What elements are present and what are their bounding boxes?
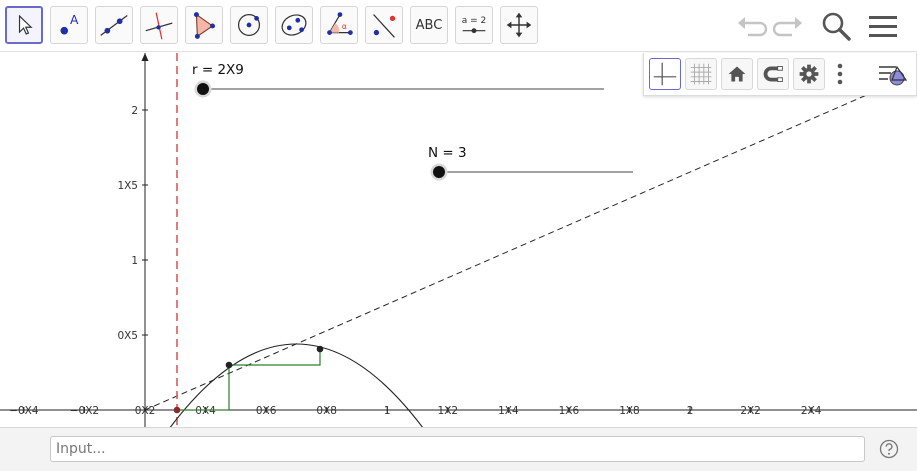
identity-line[interactable] bbox=[144, 72, 917, 411]
menu-icon bbox=[869, 16, 897, 37]
move-graphics-tool-button[interactable] bbox=[500, 6, 538, 44]
point-icon: A bbox=[60, 13, 79, 35]
x-tick-label: 1X2 bbox=[438, 405, 459, 417]
slider-n-handle[interactable] bbox=[433, 166, 445, 178]
x-tick-label: −0X2 bbox=[70, 405, 99, 417]
ellipse-tool-button[interactable] bbox=[275, 6, 313, 44]
angle-tool-label: α bbox=[342, 22, 347, 31]
point-p1[interactable] bbox=[225, 361, 233, 369]
cobweb-path[interactable] bbox=[177, 349, 321, 411]
y-axis-ticks: 0X511X522X5 bbox=[117, 105, 148, 342]
x-tick-label: −0X4 bbox=[9, 405, 39, 417]
undo-icon bbox=[738, 17, 768, 37]
toggle-style-bar-icon bbox=[879, 65, 908, 86]
toggle-grid-button[interactable] bbox=[685, 58, 717, 90]
undo-button[interactable] bbox=[734, 8, 770, 44]
gear-icon bbox=[799, 64, 819, 84]
circle-icon bbox=[237, 13, 261, 37]
text-tool-label: ABC bbox=[415, 17, 443, 33]
help-button[interactable] bbox=[879, 439, 899, 459]
slider-tool-label: a = 2 bbox=[462, 16, 487, 26]
point-capturing-button[interactable] bbox=[757, 58, 789, 90]
point-tool-label: A bbox=[70, 13, 79, 27]
more-icon bbox=[837, 63, 843, 85]
circle-tool-button[interactable] bbox=[230, 6, 268, 44]
magnet-icon bbox=[763, 66, 783, 82]
home-icon bbox=[728, 66, 746, 82]
angle-icon: α bbox=[327, 12, 353, 35]
redo-button[interactable] bbox=[770, 8, 806, 44]
x-tick-label: 0X8 bbox=[316, 405, 337, 417]
x-tick-label: 0X4 bbox=[195, 405, 216, 417]
slider-r-label: r = 2X9 bbox=[192, 62, 244, 78]
y-tick-label: 0X5 bbox=[117, 330, 138, 342]
point-start[interactable] bbox=[173, 406, 181, 414]
redo-icon bbox=[772, 17, 802, 37]
x-tick-label: 1X8 bbox=[619, 405, 640, 417]
y-tick-label: 2 bbox=[131, 105, 138, 117]
reflect-tool-button[interactable] bbox=[365, 6, 403, 44]
toolbar: A bbox=[0, 0, 917, 52]
x-tick-label: 0X2 bbox=[135, 405, 156, 417]
axes-icon bbox=[653, 62, 677, 86]
graphics-view[interactable]: −0X4 −0X2 0X2 0X4 0X6 0X8 1 1X2 1X4 1X6 1X8 2 2X2 2X4… bbox=[0, 53, 917, 427]
point-tool-button[interactable]: A bbox=[50, 6, 88, 44]
point-p2[interactable] bbox=[316, 345, 324, 353]
line-icon bbox=[100, 15, 128, 36]
standard-view-button[interactable] bbox=[721, 58, 753, 90]
toggle-style-bar-button[interactable] bbox=[876, 58, 910, 90]
toggle-axes-button[interactable] bbox=[649, 58, 681, 90]
y-tick-label: 1 bbox=[131, 255, 138, 267]
reflect-icon bbox=[373, 14, 396, 38]
slider-r-handle[interactable] bbox=[197, 83, 209, 95]
x-axis-ticks: −0X4 −0X2 0X2 0X4 0X6 0X8 1 1X2 1X4 1X6 1X8 2 2X2 2X4 bbox=[9, 405, 822, 417]
y-tick-label: 1X5 bbox=[117, 180, 138, 192]
x-tick-label: 2X2 bbox=[740, 405, 761, 417]
y-axis-arrow bbox=[141, 53, 149, 61]
perpendicular-icon bbox=[145, 12, 173, 40]
line-tool-button[interactable] bbox=[95, 6, 133, 44]
polygon-tool-button[interactable] bbox=[185, 6, 223, 44]
style-bar bbox=[643, 53, 917, 96]
menu-button[interactable] bbox=[865, 8, 901, 44]
grid-icon bbox=[690, 63, 712, 85]
help-icon bbox=[879, 439, 899, 459]
x-tick-label: 0X6 bbox=[256, 405, 277, 417]
cursor-icon bbox=[18, 14, 33, 35]
slider-icon: a = 2 bbox=[462, 16, 487, 34]
polygon-icon bbox=[193, 12, 215, 39]
slider-tool-button[interactable]: a = 2 bbox=[455, 6, 493, 44]
x-tick-label: 2X4 bbox=[801, 405, 822, 417]
angle-tool-button[interactable]: α bbox=[320, 6, 358, 44]
x-tick-label: 1 bbox=[384, 405, 391, 417]
search-button[interactable] bbox=[818, 8, 854, 44]
perpendicular-tool-button[interactable] bbox=[140, 6, 178, 44]
x-tick-label: 1X6 bbox=[559, 405, 580, 417]
move-arrows-icon bbox=[506, 12, 532, 38]
input-field[interactable] bbox=[50, 436, 865, 462]
search-icon bbox=[822, 12, 851, 41]
text-tool-button[interactable]: ABC bbox=[410, 6, 448, 44]
move-tool-button[interactable] bbox=[5, 6, 43, 44]
ellipse-icon bbox=[281, 14, 307, 36]
logistic-curve[interactable] bbox=[145, 343, 448, 427]
more-options-button[interactable] bbox=[832, 58, 848, 90]
slider-n-label: N = 3 bbox=[428, 145, 467, 161]
graphics-canvas[interactable]: −0X4 −0X2 0X2 0X4 0X6 0X8 1 1X2 1X4 1X6 1X8 2 2X2 2X4… bbox=[0, 53, 917, 427]
x-tick-label: 1X4 bbox=[498, 405, 519, 417]
graphics-settings-button[interactable] bbox=[793, 58, 825, 90]
x-tick-label: 2 bbox=[687, 405, 694, 417]
input-bar bbox=[0, 427, 917, 471]
